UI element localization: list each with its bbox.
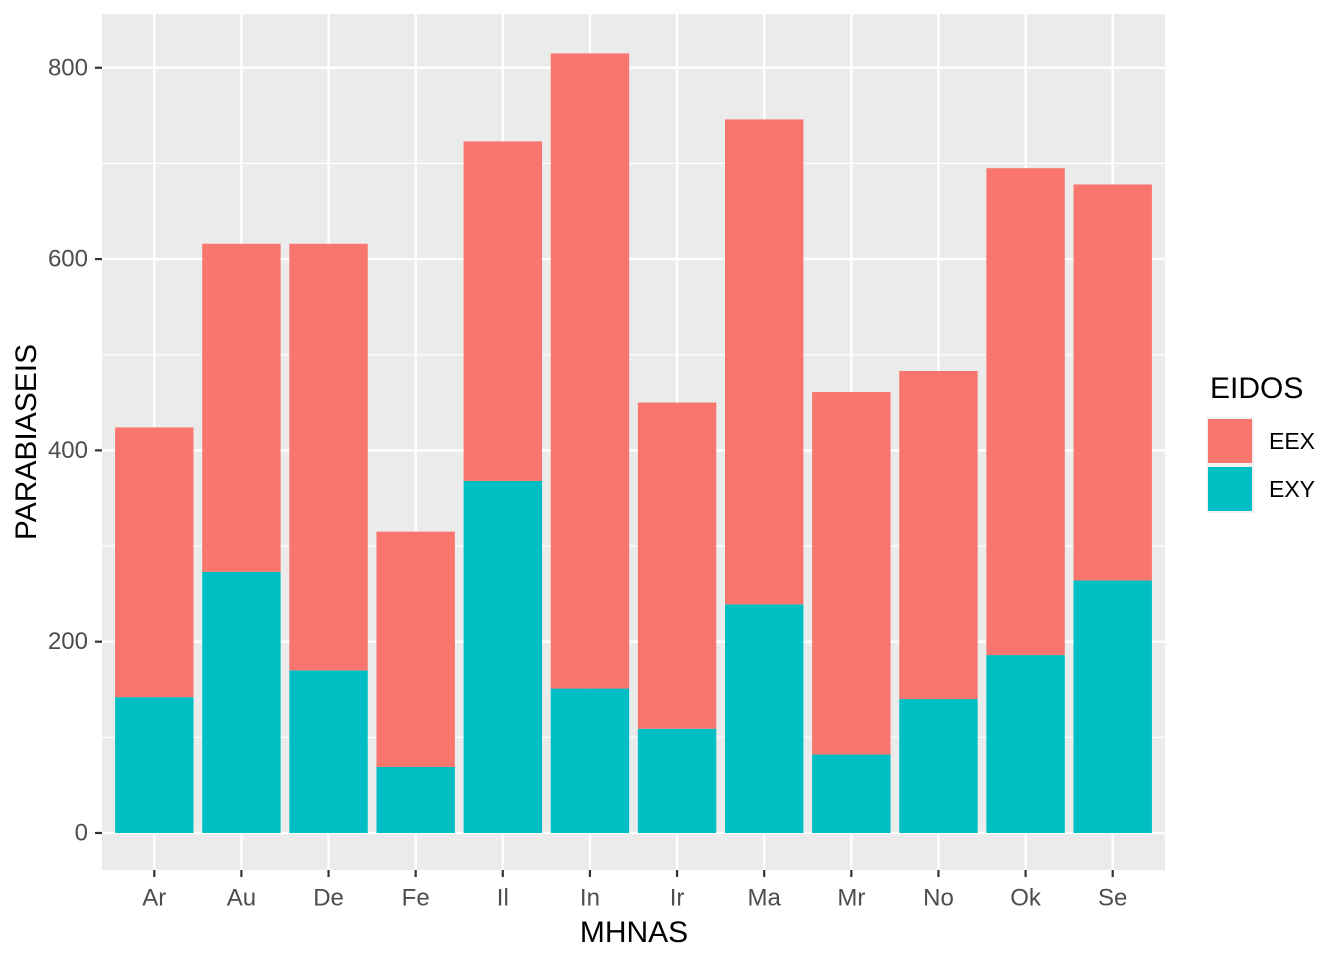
x-tick-label-Il: Il xyxy=(497,885,509,912)
bar-Ok-EXY xyxy=(986,655,1065,833)
bar-Mr-EXY xyxy=(812,754,891,833)
x-tick-label-Ma: Ma xyxy=(748,885,782,912)
bar-Ir-EEX xyxy=(637,402,717,729)
y-tick-label-0: 0 xyxy=(75,819,88,846)
legend-label-eex: EEX xyxy=(1269,427,1316,454)
bar-Au-EEX xyxy=(202,243,281,572)
bar-No-EXY xyxy=(899,699,978,833)
bar-Au-EXY xyxy=(202,571,281,833)
bar-Ir-EXY xyxy=(637,728,717,833)
x-tick-label-Se: Se xyxy=(1098,885,1127,912)
bar-Se-EEX xyxy=(1073,184,1152,581)
legend-title: EIDOS xyxy=(1210,372,1304,405)
x-tick-label-Ir: Ir xyxy=(670,885,685,912)
bar-De-EXY xyxy=(289,670,368,833)
y-tick-label-200: 200 xyxy=(48,628,88,655)
x-tick-label-No: No xyxy=(923,885,954,912)
bar-Ok-EEX xyxy=(986,168,1065,656)
bar-Il-EEX xyxy=(463,141,543,481)
x-tick-label-De: De xyxy=(313,885,344,912)
bar-Ar-EXY xyxy=(115,697,194,833)
bar-In-EEX xyxy=(550,53,630,689)
y-tick-label-600: 600 xyxy=(48,246,88,273)
bar-Il-EXY xyxy=(463,480,543,833)
y-axis-title: PARABIASEIS xyxy=(10,343,43,541)
legend-swatch-exy xyxy=(1206,465,1254,513)
bar-Ar-EEX xyxy=(115,427,194,698)
legend-item-eex: EEX xyxy=(1206,417,1315,465)
bar-De-EEX xyxy=(289,243,368,671)
legend-label-exy: EXY xyxy=(1269,475,1316,502)
bar-Ma-EXY xyxy=(724,604,804,833)
bar-Se-EXY xyxy=(1073,580,1152,833)
x-tick-label-In: In xyxy=(580,885,600,912)
x-axis-title: MHNAS xyxy=(579,916,689,949)
x-tick-label-Ok: Ok xyxy=(1010,885,1042,912)
bar-In-EXY xyxy=(550,688,630,833)
legend-item-exy: EXY xyxy=(1206,465,1315,513)
bar-Fe-EEX xyxy=(376,531,455,767)
bar-No-EEX xyxy=(899,370,978,700)
legend-swatch-eex xyxy=(1206,417,1254,465)
y-tick-label-800: 800 xyxy=(48,54,88,81)
x-tick-label-Ar: Ar xyxy=(142,885,166,912)
bar-Ma-EEX xyxy=(724,119,804,605)
bar-Mr-EEX xyxy=(812,392,891,755)
x-tick-label-Mr: Mr xyxy=(837,885,865,912)
legend: EIDOS EEX EXY xyxy=(1206,374,1315,513)
y-tick-label-400: 400 xyxy=(48,437,88,464)
legend-items: EEX EXY xyxy=(1206,417,1315,513)
x-tick-label-Au: Au xyxy=(227,885,256,912)
bar-Fe-EXY xyxy=(376,766,455,833)
x-tick-label-Fe: Fe xyxy=(402,885,430,912)
